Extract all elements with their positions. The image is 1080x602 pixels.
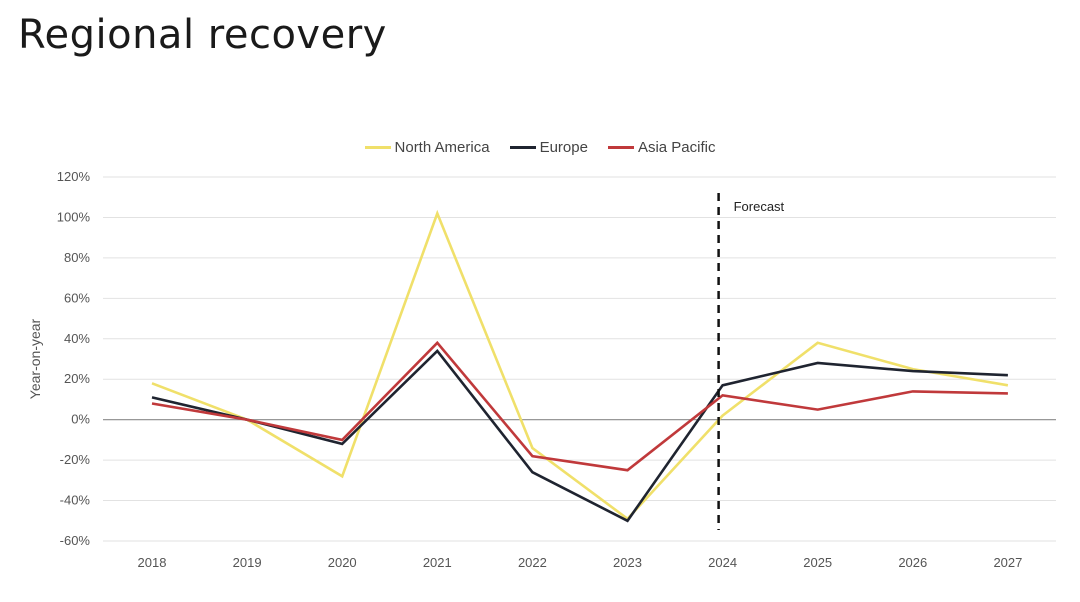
y-tick-label: -60%: [60, 533, 91, 548]
legend-item-north-america: North America: [364, 139, 490, 156]
y-tick-label: 40%: [64, 331, 90, 346]
y-tick-label: -40%: [60, 493, 91, 508]
y-tick-label: 0%: [71, 412, 90, 427]
x-tick-label: 2018: [138, 555, 167, 570]
forecast-label: Forecast: [734, 199, 785, 214]
legend-item-europe: Europe: [509, 139, 588, 156]
x-tick-label: 2020: [328, 555, 357, 570]
series-line-europe: [151, 348, 1008, 523]
x-tick-label: 2027: [993, 555, 1022, 570]
legend: North America Europe Asia Pacific: [0, 139, 1080, 156]
x-tick-label: 2023: [613, 555, 642, 570]
legend-label-north-america: North America: [394, 139, 490, 156]
series-lines: [151, 209, 1009, 523]
y-tick-label: -20%: [60, 452, 91, 467]
y-tick-label: 80%: [64, 250, 90, 265]
x-tick-label: 2026: [898, 555, 927, 570]
y-axis-label: Year-on-year: [27, 318, 43, 399]
legend-label-asia-pacific: Asia Pacific: [637, 139, 716, 156]
annotations: Forecast: [717, 193, 785, 530]
x-tick-label: 2021: [423, 555, 452, 570]
legend-label-europe: Europe: [539, 139, 588, 156]
gridlines: [103, 176, 1056, 542]
x-tick-label: 2025: [803, 555, 832, 570]
x-tick-label: 2024: [708, 555, 737, 570]
y-tick-label: 20%: [64, 371, 90, 386]
axes: -60% -40% -20% 0% 20% 40% 60% 80% 100% 120% 2018 20…: [27, 169, 1022, 570]
y-tick-label: 100%: [57, 209, 91, 224]
legend-item-asia-pacific: Asia Pacific: [607, 139, 716, 156]
legend-swatch-asia-pacific: [607, 146, 634, 149]
series-line-north-america: [151, 209, 1009, 521]
legend-swatch-north-america: [364, 146, 391, 149]
chart-title: Regional recovery: [18, 12, 387, 58]
x-tick-label: 2022: [518, 555, 547, 570]
legend-swatch-europe: [509, 146, 536, 149]
series-line-asia-pacific: [151, 340, 1008, 472]
y-tick-label: 60%: [64, 290, 90, 305]
y-tick-label: 120%: [57, 169, 91, 184]
x-tick-label: 2019: [233, 555, 262, 570]
